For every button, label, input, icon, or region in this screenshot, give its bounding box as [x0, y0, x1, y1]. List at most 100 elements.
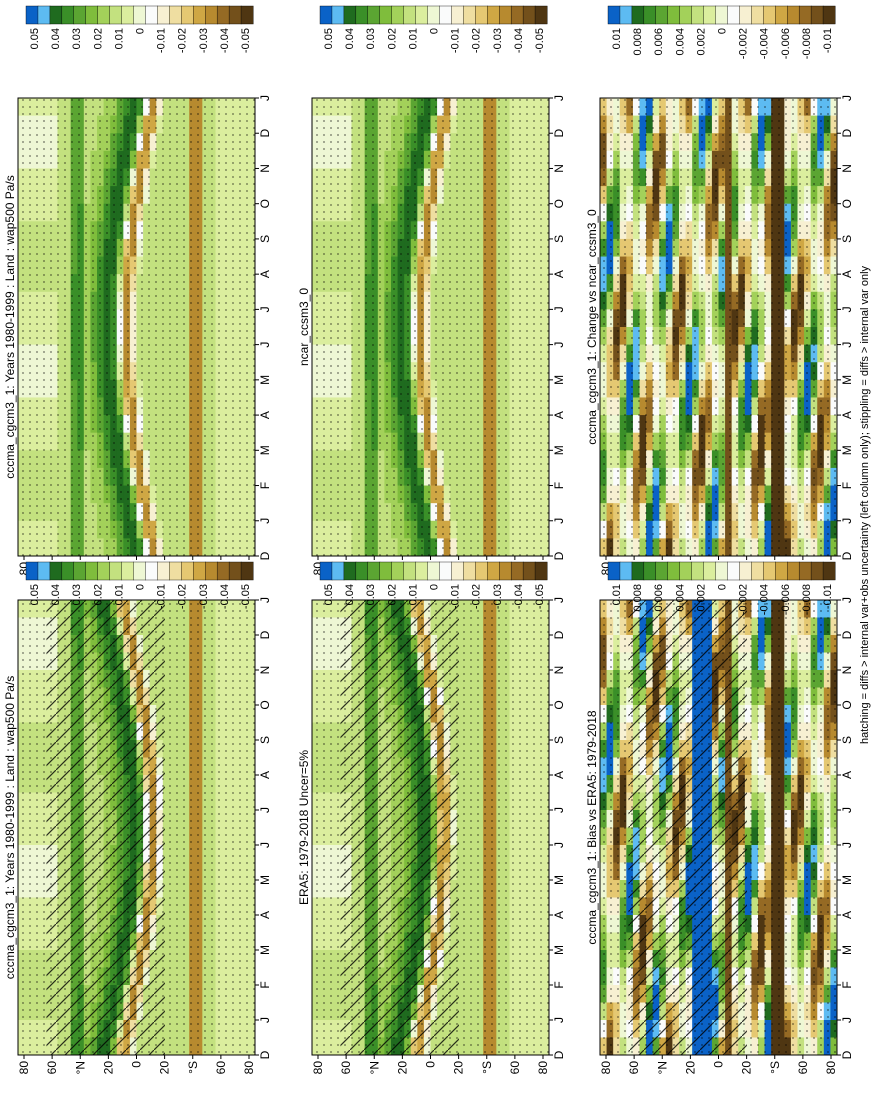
month-tick-label: J — [258, 1017, 272, 1023]
month-tick-label: A — [258, 411, 272, 419]
colorbar-swatch — [739, 5, 752, 25]
colorbar-label: 0.04 — [50, 584, 62, 605]
colorbar-label: -0.01 — [822, 28, 834, 53]
colorbar-label: -0.04 — [513, 28, 525, 53]
month-tick-label: J — [258, 842, 272, 848]
colorbar-swatch — [97, 5, 111, 25]
colorbar-label: 0.01 — [611, 28, 623, 49]
colorbar-swatch — [49, 5, 63, 25]
colorbar-swatch — [37, 5, 51, 25]
colorbar-label: -0.05 — [240, 584, 252, 609]
colorbar-swatch — [403, 5, 417, 25]
colorbar-label: -0.03 — [198, 28, 210, 53]
lat-tick-label: 60 — [45, 1061, 59, 1075]
month-tick-label: N — [258, 164, 272, 173]
colorbar-swatch — [61, 5, 75, 25]
lat-tick-label: 20 — [101, 1061, 115, 1075]
colorbar-swatch — [667, 5, 681, 25]
panel-title: cccma_cgcm3_1: Years 1980-1999 : Land : … — [3, 175, 17, 479]
month-tick-label: J — [258, 597, 272, 603]
colorbar-swatch — [499, 5, 512, 25]
colorbar-swatch — [49, 561, 63, 581]
stippling-overlay — [312, 98, 549, 556]
month-tick-label: J — [258, 518, 272, 524]
month-tick-label: S — [258, 235, 272, 243]
colorbar-swatch — [691, 5, 705, 25]
colorbar-swatch — [427, 5, 440, 25]
month-tick-label: D — [552, 551, 566, 560]
lat-tick-label: 80 — [17, 1061, 31, 1075]
hatching-overlay — [46, 600, 165, 1055]
month-tick-label: J — [840, 342, 854, 348]
colorbar-swatch — [169, 561, 182, 581]
colorbar-swatch — [787, 5, 800, 25]
lat-tick-label: °N — [73, 1061, 87, 1074]
colorbar-label: -0.02 — [471, 28, 483, 53]
colorbar-label: 0.01 — [113, 584, 125, 605]
colorbar-swatch — [439, 5, 452, 25]
colorbar-swatch — [727, 5, 740, 25]
colorbar-label: 0.03 — [71, 28, 83, 49]
month-tick-label: A — [258, 771, 272, 779]
month-tick-label: J — [258, 306, 272, 312]
colorbar-swatch — [510, 5, 524, 25]
month-tick-label: A — [552, 411, 566, 419]
colorbar-label: 0 — [429, 28, 441, 34]
colorbar-swatch — [181, 5, 194, 25]
colorbar-swatch — [216, 5, 230, 25]
colorbar-label: -0.02 — [177, 28, 189, 53]
month-tick-label: D — [258, 1050, 272, 1059]
colorbar-swatch — [25, 561, 39, 581]
colorbar-swatch — [205, 5, 218, 25]
colorbar-swatch — [619, 5, 633, 25]
colorbar-swatch — [415, 5, 429, 25]
month-tick-label: J — [552, 95, 566, 101]
colorbar-swatch — [157, 5, 170, 25]
colorbar-label: -0.02 — [177, 584, 189, 609]
colorbar-swatch — [822, 5, 836, 25]
month-tick-label: F — [258, 482, 272, 489]
colorbar-label: -0.04 — [219, 28, 231, 53]
colorbar-swatch — [37, 561, 51, 581]
colorbar-label: 0.008 — [632, 28, 644, 56]
month-tick-label: D — [840, 551, 854, 560]
month-tick-label: J — [258, 95, 272, 101]
colorbar-swatch — [703, 5, 717, 25]
month-tick-label: A — [258, 270, 272, 278]
colorbar-swatch — [679, 5, 693, 25]
colorbar-label: 0.006 — [653, 28, 665, 56]
colorbar-label: -0.008 — [801, 28, 813, 59]
month-tick-label: A — [840, 270, 854, 278]
colorbar-swatch — [715, 5, 728, 25]
colorbar-swatch — [133, 5, 146, 25]
colorbar-label: 0.01 — [113, 28, 125, 49]
colorbar-swatch — [391, 5, 405, 25]
colorbar-label: 0 — [717, 28, 729, 34]
lat-tick-label: 60 — [214, 1061, 228, 1075]
colorbar-swatch — [145, 561, 158, 581]
colorbar-swatch — [798, 5, 812, 25]
colorbar-swatch — [343, 5, 357, 25]
month-tick-label: A — [552, 270, 566, 278]
month-tick-label: N — [258, 666, 272, 675]
colorbar-label: 0.05 — [29, 584, 41, 605]
month-tick-label: M — [258, 375, 272, 385]
month-tick-label: J — [840, 518, 854, 524]
colorbar-swatch — [181, 561, 194, 581]
month-tick-label: D — [552, 129, 566, 138]
colorbar-label: 0 — [135, 584, 147, 590]
lat-tick-label: 20 — [158, 1061, 172, 1075]
colorbar-label: -0.01 — [450, 28, 462, 53]
colorbar-label: -0.05 — [240, 28, 252, 53]
colorbar-swatch — [228, 561, 242, 581]
colorbar-swatch — [775, 5, 788, 25]
colorbar-swatch — [240, 5, 254, 25]
month-tick-label: J — [258, 807, 272, 813]
colorbar-label: 0.04 — [344, 28, 356, 49]
month-tick-label: M — [552, 375, 566, 385]
month-tick-label: D — [258, 630, 272, 639]
colorbar-label: -0.004 — [759, 28, 771, 59]
plot-layer: 8060°N20020°S6080DJFMAMJJASONDJcccma_cgc… — [3, 5, 854, 1075]
colorbar-swatch — [193, 561, 206, 581]
